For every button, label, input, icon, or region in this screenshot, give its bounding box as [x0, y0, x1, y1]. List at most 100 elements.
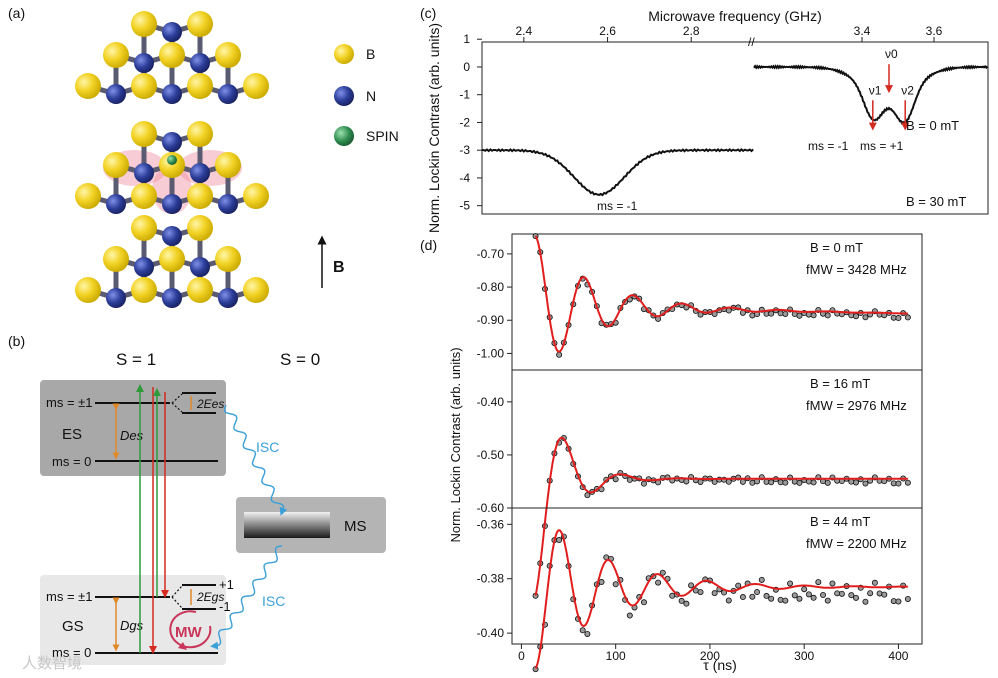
- es-ms-pm1-label: ms = ±1: [46, 395, 93, 410]
- nitrogen-atom: [190, 163, 210, 183]
- data-point: [848, 592, 855, 599]
- boron-atom: [187, 121, 213, 147]
- boron-atom: [159, 42, 185, 68]
- annotation-ms-minus1-high: ms = -1: [808, 139, 849, 153]
- data-point: [824, 597, 831, 604]
- boron-atom: [103, 42, 129, 68]
- boron-legend-icon: [334, 44, 354, 64]
- data-point: [853, 313, 860, 320]
- nitrogen-atom: [218, 84, 238, 104]
- boron-atom: [187, 215, 213, 241]
- boron-atom: [131, 11, 157, 37]
- frequency-label: ν2: [901, 83, 914, 97]
- atom-legend: B N SPIN: [334, 44, 399, 146]
- rabi-oscillation-chart: Norm. Lockin Contrast (arb. units) τ (ns…: [448, 233, 923, 673]
- data-point: [810, 312, 817, 319]
- odmr-y-axis-label: Norm. Lockin Contrast (arb. units): [426, 23, 442, 233]
- x-tick-label: 200: [700, 649, 720, 663]
- boron-atom: [75, 183, 101, 209]
- data-point: [612, 581, 619, 588]
- mw-loop-icon: [169, 610, 212, 649]
- rabi-y-axis-label: Norm. Lockin Contrast (arb. units): [448, 347, 463, 542]
- boron-atom: [243, 73, 269, 99]
- data-point: [904, 595, 911, 602]
- boron-atom: [131, 121, 157, 147]
- boron-atom: [75, 277, 101, 303]
- nitrogen-atom: [134, 163, 154, 183]
- spin-legend-icon: [334, 126, 354, 146]
- y-tick-label: -5: [459, 199, 470, 213]
- gs-e-label: 2Egs: [196, 590, 224, 604]
- data-point: [895, 315, 902, 322]
- nitrogen-atom: [162, 84, 182, 104]
- x-tick-label: 2.6: [599, 24, 616, 38]
- boron-atom: [187, 73, 213, 99]
- nitrogen-atom: [190, 53, 210, 73]
- annotation-ms-plus1-high: ms = +1: [860, 139, 904, 153]
- rabi-subplot: -0.40 -0.50 -0.60 B = 16 mT fMW = 2976 MHz: [477, 369, 923, 599]
- isc-arrow-lower: [210, 545, 283, 650]
- data-point: [584, 630, 591, 637]
- data-point: [871, 579, 878, 586]
- fit-curve: [534, 529, 908, 669]
- x-tick-label: 2.8: [683, 24, 700, 38]
- boron-atom: [131, 183, 157, 209]
- x-tick-label: 3.4: [854, 24, 871, 38]
- data-point: [805, 591, 812, 598]
- mw-frequency: fMW = 2200 MHz: [806, 536, 907, 551]
- data-point: [782, 479, 789, 486]
- excited-state-box: [40, 380, 226, 476]
- hbn-crystal-structure: [75, 11, 269, 308]
- data-point: [556, 537, 563, 544]
- y-tick-label: -0.90: [477, 313, 505, 327]
- annotation-ms-minus1-low: ms = -1: [597, 199, 638, 213]
- axis-break-mark: //: [748, 35, 755, 49]
- field-label: B: [333, 259, 345, 276]
- data-point: [659, 569, 666, 576]
- data-point: [626, 612, 633, 619]
- data-point: [796, 312, 803, 319]
- nitrogen-atom: [134, 53, 154, 73]
- legend-label-spin: SPIN: [366, 128, 399, 144]
- boron-atom: [103, 246, 129, 272]
- s0-title: S = 0: [280, 350, 320, 369]
- frequency-label: ν0: [885, 47, 898, 61]
- data-point: [754, 589, 761, 596]
- es-d-label: Des: [120, 428, 144, 443]
- data-point: [768, 479, 775, 486]
- data-point: [810, 479, 817, 486]
- data-point: [688, 582, 695, 589]
- boron-atom: [215, 152, 241, 178]
- data-point: [895, 598, 902, 605]
- data-point: [640, 599, 647, 606]
- boron-atom: [215, 246, 241, 272]
- mw-frequency: fMW = 3428 MHz: [806, 262, 907, 277]
- y-tick-label: -0.60: [477, 501, 505, 515]
- x-tick-label: 0: [518, 649, 525, 663]
- legend-label-b: B: [366, 46, 375, 62]
- nitrogen-atom: [162, 22, 182, 42]
- gs-d-label: Dgs: [120, 618, 144, 633]
- data-point: [725, 478, 732, 485]
- legend-label-n: N: [366, 88, 376, 104]
- energy-level-diagram: S = 1 S = 0 MS ms = ±1 ms = 0 ES Des 2Ee…: [22, 350, 386, 672]
- es-ms-0-label: ms = 0: [52, 454, 91, 469]
- data-point: [904, 314, 911, 321]
- odmr-curve-0mt: [753, 64, 989, 126]
- data-point: [881, 591, 888, 598]
- nitrogen-legend-icon: [334, 86, 354, 106]
- fit-curve: [534, 436, 908, 596]
- y-tick-label: -1: [459, 88, 470, 102]
- nitrogen-atom: [162, 194, 182, 214]
- boron-atom: [243, 277, 269, 303]
- nitrogen-atom: [106, 194, 126, 214]
- rabi-subplot: -0.36 -0.38 -0.40 B = 44 mT fMW = 2200 MHz: [477, 507, 923, 673]
- data-point: [862, 314, 869, 321]
- boron-atom: [159, 246, 185, 272]
- boron-atom: [215, 42, 241, 68]
- data-point: [862, 598, 869, 605]
- panel-label-c: (c): [420, 5, 436, 21]
- nitrogen-atom: [106, 288, 126, 308]
- data-point: [862, 480, 869, 487]
- nitrogen-atom: [218, 288, 238, 308]
